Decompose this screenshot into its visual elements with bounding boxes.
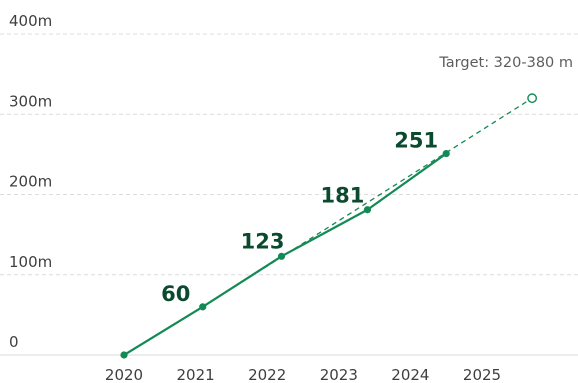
- series-line: [123, 152, 447, 356]
- x-axis: 2020 2021 2022 2023 2024 2025: [105, 366, 501, 383]
- grid-lines: [0, 33, 578, 356]
- data-label: 181: [321, 184, 365, 208]
- y-tick-label: 100m: [9, 253, 52, 271]
- x-tick-label: 2024: [391, 366, 429, 383]
- data-point: [442, 149, 450, 158]
- x-tick-label: 2020: [105, 366, 143, 383]
- y-tick-label: 300m: [9, 92, 52, 110]
- series-group: [120, 93, 538, 359]
- target-annotation: Target: 320-380 m: [438, 55, 573, 71]
- x-tick-label: 2022: [248, 366, 286, 383]
- x-tick-label: 2025: [463, 366, 501, 383]
- data-label: 60: [161, 282, 190, 306]
- annotations: Target: 320-380 m: [438, 55, 573, 71]
- target-point: [527, 93, 538, 104]
- y-tick-label: 200m: [9, 173, 52, 191]
- x-tick-label: 2023: [320, 366, 358, 383]
- y-tick-label: 400m: [9, 12, 52, 30]
- data-point: [363, 206, 372, 214]
- data-point: [277, 252, 286, 260]
- data-point: [120, 351, 128, 359]
- x-tick-label: 2021: [177, 366, 215, 383]
- y-tick-label: 0: [9, 333, 19, 351]
- data-label: 251: [394, 129, 438, 153]
- data-labels: 60 123 181 251: [161, 129, 438, 306]
- data-label: 123: [241, 229, 285, 253]
- y-axis: 0 100m 200m 300m 400m: [9, 12, 52, 351]
- data-point: [199, 303, 207, 311]
